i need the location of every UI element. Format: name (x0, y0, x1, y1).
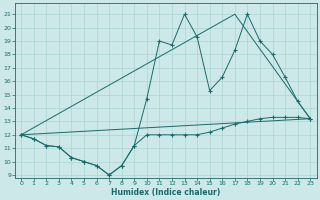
X-axis label: Humidex (Indice chaleur): Humidex (Indice chaleur) (111, 188, 220, 197)
